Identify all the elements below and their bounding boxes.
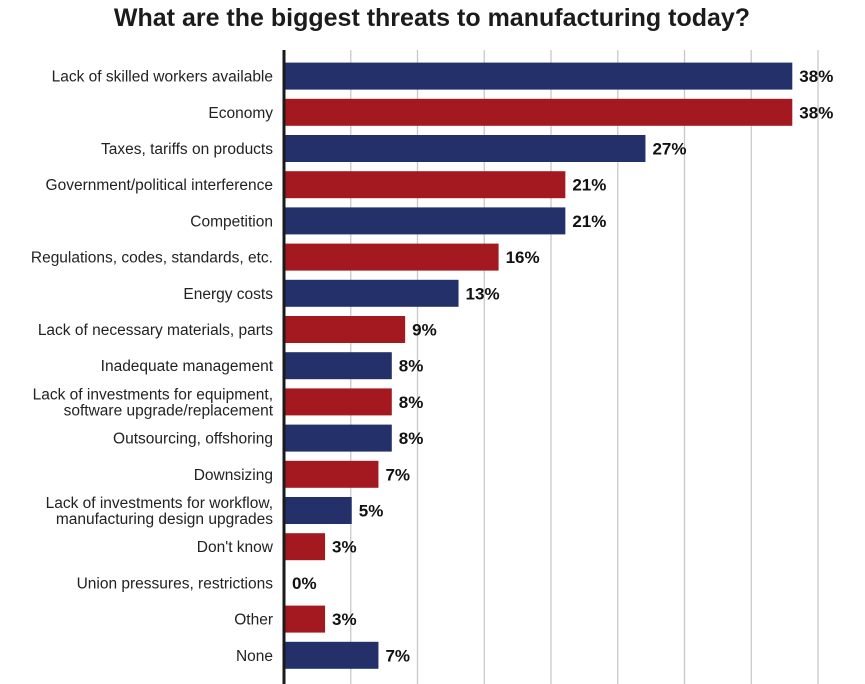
value-label: 38% (799, 67, 833, 86)
value-label: 8% (399, 393, 424, 412)
category-label: Downsizing (194, 467, 273, 484)
value-label: 8% (399, 357, 424, 376)
value-label: 3% (332, 610, 357, 629)
category-label: Inadequate management (101, 358, 274, 375)
category-label: Regulations, codes, standards, etc. (31, 250, 273, 267)
bar (285, 98, 793, 126)
category-label: Lack of investments for equipment, softwa… (33, 386, 274, 419)
category-label: Lack of skilled workers available (52, 69, 273, 86)
category-label: Energy costs (183, 286, 273, 303)
bar (285, 641, 379, 669)
category-label: Outsourcing, offshoring (113, 431, 273, 448)
value-label: 9% (412, 321, 437, 340)
category-label: None (236, 648, 273, 665)
bar (285, 605, 326, 633)
category-label: Competition (190, 213, 273, 230)
category-label: Other (234, 612, 273, 629)
bar (285, 243, 499, 271)
value-label: 21% (572, 212, 606, 231)
value-label: 5% (359, 502, 384, 521)
bar (285, 352, 392, 380)
category-label: Taxes, tariffs on products (101, 141, 273, 158)
value-label: 7% (385, 646, 410, 665)
category-label: Government/political interference (46, 177, 273, 194)
bar (285, 424, 392, 452)
bar (285, 533, 326, 561)
value-label: 3% (332, 538, 357, 557)
category-label: Lack of investments for workflow, manufac… (46, 495, 274, 528)
value-label: 0% (292, 574, 317, 593)
value-labels: 38%38%27%21%21%16%13%9%8%8%8%7%5%3%0%3%7… (292, 67, 833, 665)
category-labels: Lack of skilled workers available Economy… (31, 69, 274, 665)
bar (285, 135, 646, 162)
category-label: Union pressures, restrictions (77, 575, 274, 592)
value-label: 8% (399, 429, 424, 448)
chart-title: What are the biggest threats to manufact… (114, 4, 750, 32)
bar (285, 62, 793, 90)
value-label: 16% (506, 248, 540, 267)
bar (285, 171, 566, 199)
value-label: 38% (799, 103, 833, 122)
bar (285, 497, 352, 524)
bar (285, 207, 566, 235)
bar (285, 388, 392, 416)
value-label: 7% (385, 465, 410, 484)
value-label: 21% (572, 176, 606, 195)
bar (285, 460, 379, 488)
category-label: Don't know (197, 539, 274, 556)
value-label: 27% (652, 140, 686, 159)
category-label: Lack of necessary materials, parts (38, 322, 273, 339)
bars (285, 62, 793, 669)
bar (285, 316, 406, 343)
value-label: 13% (466, 284, 500, 303)
category-label: Economy (208, 105, 273, 122)
bar (285, 279, 459, 307)
